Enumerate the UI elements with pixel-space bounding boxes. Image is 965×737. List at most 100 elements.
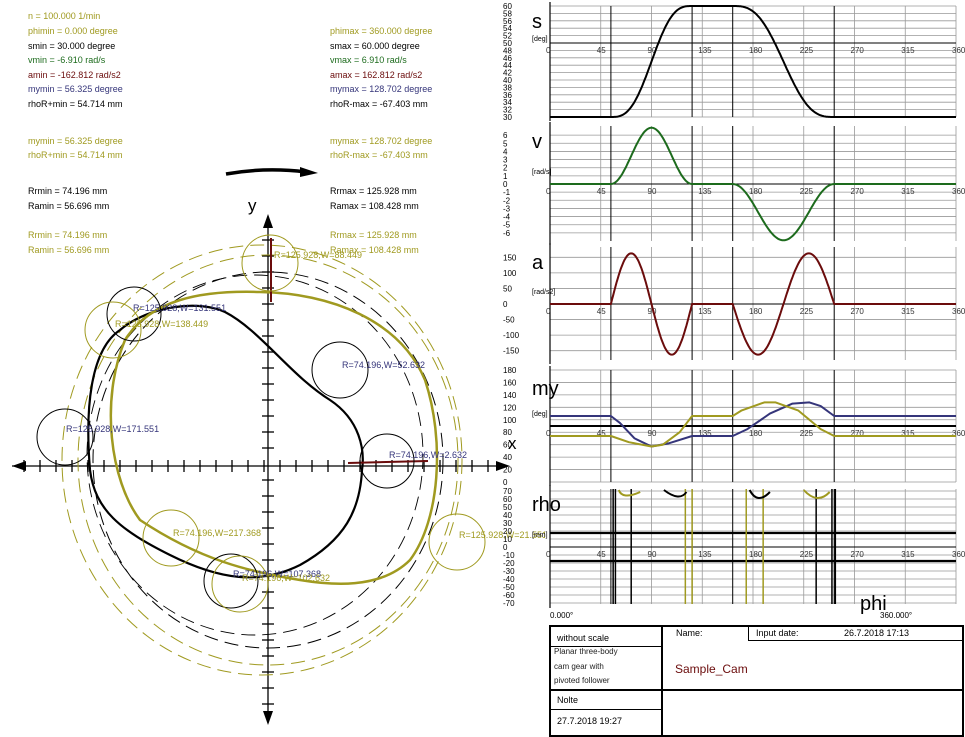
svg-text:-6: -6 (503, 229, 511, 238)
param-n: n = 100.000 1/min (28, 11, 101, 21)
svg-text:5: 5 (503, 139, 508, 148)
svg-text:40: 40 (503, 76, 512, 85)
x-axis-label-phi: phi (860, 593, 887, 615)
chart-my: 0 20 40 60 80 100 120 140 160 180 0 45 90 135 180 225 27… (503, 366, 965, 487)
svg-text:R=74.196,W=102.632: R=74.196,W=102.632 (242, 573, 330, 583)
title-block-border (549, 625, 964, 737)
svg-text:R=74.196,W=107.368: R=74.196,W=107.368 (233, 569, 321, 579)
my-curve-2 (550, 401, 956, 448)
svg-text:44: 44 (503, 61, 512, 70)
svg-text:360: 360 (952, 550, 965, 559)
svg-text:315: 315 (901, 307, 915, 316)
rotation-arrow-icon (225, 167, 318, 177)
svg-text:0: 0 (503, 180, 508, 189)
param-phimax: phimax = 360.000 degree (330, 26, 433, 36)
axis-y-label: y (248, 196, 257, 215)
svg-text:-5: -5 (503, 221, 511, 230)
svg-text:0: 0 (546, 550, 551, 559)
svg-text:0: 0 (546, 187, 551, 196)
svg-text:225: 225 (800, 187, 814, 196)
cam-drawing: y x R=125.928,W=88.449 R=125.928,W=131.5… (12, 167, 545, 725)
svg-text:80: 80 (503, 428, 512, 437)
svg-text:120: 120 (503, 403, 517, 412)
ramax-black: Ramax = 108.428 mm (330, 201, 419, 211)
svg-text:70: 70 (503, 487, 512, 496)
svg-text:1: 1 (503, 172, 508, 181)
rrmin-black: Rrmin = 74.196 mm (28, 186, 108, 196)
chart-unit: [deg] (532, 36, 548, 43)
svg-text:-70: -70 (503, 599, 515, 608)
svg-text:45: 45 (597, 429, 606, 438)
chart-unit: [mm] (532, 532, 548, 539)
svg-text:-150: -150 (503, 347, 520, 356)
svg-text:32: 32 (503, 106, 512, 115)
svg-text:10: 10 (503, 535, 512, 544)
svg-text:90: 90 (648, 550, 657, 559)
svg-text:90: 90 (648, 429, 657, 438)
svg-text:315: 315 (901, 429, 915, 438)
svg-text:20: 20 (503, 527, 512, 536)
svg-text:180: 180 (749, 187, 763, 196)
author: Nolte (557, 695, 579, 705)
svg-text:360.000°: 360.000° (880, 611, 912, 620)
svg-text:-20: -20 (503, 559, 515, 568)
name-label: Name: (676, 628, 703, 638)
svg-text:270: 270 (851, 187, 865, 196)
input-date-label: Input date: (756, 628, 799, 638)
svg-text:30: 30 (503, 519, 512, 528)
svg-text:R=74.196,W=217.368: R=74.196,W=217.368 (173, 528, 261, 538)
svg-text:3: 3 (503, 156, 508, 165)
ramin-olive: Ramin = 56.696 mm (28, 245, 110, 255)
cam-name: Sample_Cam (675, 662, 748, 676)
description-line-2: cam gear with (554, 662, 604, 671)
svg-text:40: 40 (503, 511, 512, 520)
param-smax: smax = 60.000 degree (330, 41, 420, 51)
drawing-date: 27.7.2018 19:27 (557, 716, 623, 726)
svg-text:R=125.928,W=138.449: R=125.928,W=138.449 (115, 319, 208, 329)
param-mymax: mymax = 128.702 degree (330, 84, 433, 94)
pitch-curves (61, 244, 463, 676)
param2-rhoRmax: rhoR-max = -67.403 mm (330, 150, 428, 160)
input-date-value: 26.7.2018 17:13 (844, 628, 910, 638)
svg-text:48: 48 (503, 46, 512, 55)
svg-text:150: 150 (503, 253, 517, 262)
svg-text:R=125.928,W=21.551: R=125.928,W=21.551 (459, 530, 545, 540)
cam-profile-black (87, 304, 364, 579)
svg-text:360: 360 (952, 429, 965, 438)
svg-text:315: 315 (901, 550, 915, 559)
cam-annotations: R=125.928,W=88.449 R=125.928,W=131.551 R… (66, 250, 545, 583)
param-amax: amax = 162.812 rad/s2 (330, 70, 423, 80)
svg-text:R=74.196,W=52.632: R=74.196,W=52.632 (342, 360, 425, 370)
svg-text:360: 360 (952, 307, 965, 316)
svg-text:38: 38 (503, 83, 512, 92)
svg-text:225: 225 (800, 46, 814, 55)
axis-x-label: x (508, 434, 517, 453)
svg-text:42: 42 (503, 69, 512, 78)
s-curve (550, 5, 956, 118)
svg-text:270: 270 (851, 429, 865, 438)
svg-text:56: 56 (503, 17, 512, 26)
svg-text:0: 0 (503, 478, 508, 487)
v-curve (550, 126, 956, 242)
svg-text:135: 135 (698, 307, 712, 316)
svg-text:90: 90 (648, 187, 657, 196)
svg-text:225: 225 (800, 550, 814, 559)
svg-text:50: 50 (503, 284, 512, 293)
svg-text:-2: -2 (503, 196, 511, 205)
a-curve (550, 252, 956, 356)
param-smin: smin = 30.000 degree (28, 41, 116, 51)
param-vmax: vmax = 6.910 rad/s (330, 55, 407, 65)
chart-unit: [rad/s] (532, 169, 552, 176)
svg-text:135: 135 (698, 46, 712, 55)
param-amin: amin = -162.812 rad/s2 (28, 70, 121, 80)
description-line-1: Planar three-body (554, 647, 618, 656)
param-vmin: vmin = -6.910 rad/s (28, 55, 106, 65)
svg-text:-60: -60 (503, 591, 515, 600)
svg-text:52: 52 (503, 32, 512, 41)
svg-text:46: 46 (503, 54, 512, 63)
svg-text:315: 315 (901, 187, 915, 196)
